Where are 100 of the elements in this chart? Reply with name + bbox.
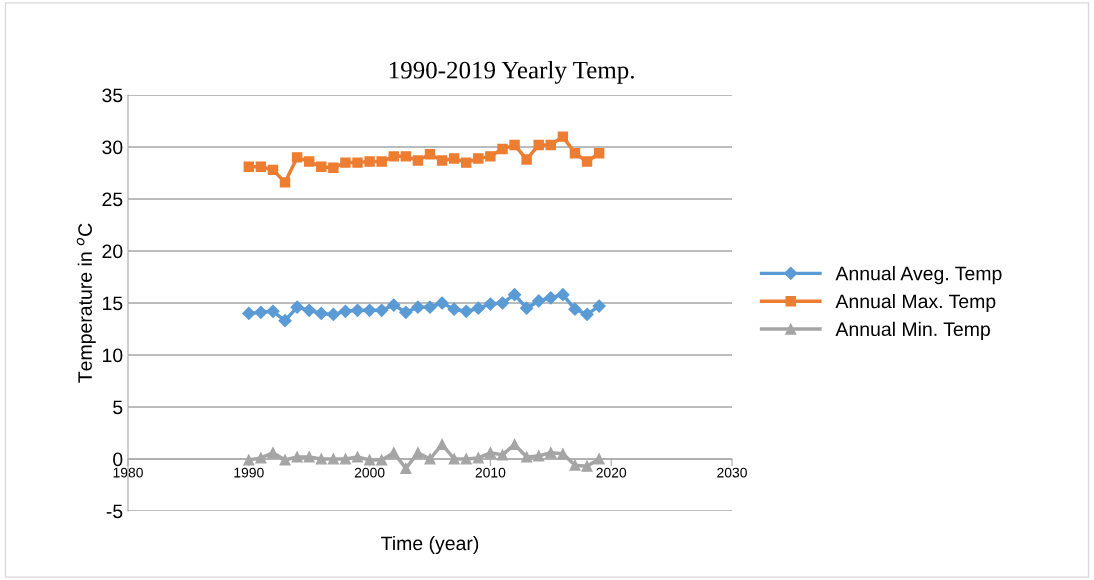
point [448, 453, 460, 465]
point [291, 152, 303, 163]
point [328, 162, 339, 174]
legend-label: Annual Min. Temp [835, 321, 990, 340]
point [544, 291, 558, 305]
point [557, 131, 569, 142]
y-tick-label: 20 [102, 244, 123, 259]
point [484, 447, 496, 459]
point [459, 304, 473, 318]
point [388, 447, 400, 459]
point [376, 454, 388, 466]
point [266, 304, 280, 318]
point [495, 296, 510, 310]
point [435, 296, 449, 310]
point [290, 300, 304, 314]
point [364, 156, 375, 167]
point [339, 453, 351, 465]
point [326, 307, 340, 322]
point [592, 299, 606, 313]
point [461, 157, 472, 168]
point [376, 156, 387, 167]
point [424, 453, 436, 465]
point [424, 149, 436, 160]
y-tick-label: 25 [102, 192, 123, 207]
point [520, 301, 534, 315]
point [363, 303, 377, 317]
point [593, 453, 605, 465]
point [412, 155, 424, 166]
point [278, 314, 292, 328]
point [316, 161, 327, 172]
point [509, 139, 520, 151]
point [483, 297, 497, 311]
y-tick-label: 10 [103, 348, 123, 363]
point [545, 139, 557, 151]
chart-title: 1990-2019 Yearly Temp. [389, 60, 634, 84]
point [447, 302, 461, 316]
point [388, 151, 399, 162]
point [580, 307, 594, 322]
point [472, 452, 484, 464]
point [532, 294, 546, 308]
point [303, 156, 315, 167]
point [581, 156, 593, 167]
point [243, 454, 255, 466]
point [350, 303, 365, 317]
point [496, 449, 509, 461]
point [436, 155, 448, 166]
point [521, 154, 532, 165]
x-axis-title: Time (year) [381, 535, 479, 555]
point [399, 305, 413, 319]
point [303, 451, 315, 463]
point [423, 300, 437, 314]
point [533, 450, 545, 462]
legend-label: Annual Max. Temp [835, 293, 996, 313]
y-tick-label: 30 [102, 140, 123, 155]
point [279, 177, 291, 188]
point [460, 453, 472, 465]
point [255, 452, 267, 464]
point [412, 447, 424, 459]
point [545, 447, 557, 459]
point [485, 151, 496, 162]
x-tick-label: 2010 [475, 467, 506, 478]
point [327, 453, 339, 465]
x-tick-label: 2000 [354, 467, 385, 478]
point [243, 161, 255, 172]
point [593, 148, 605, 159]
point [352, 157, 363, 168]
point [364, 454, 376, 466]
point [471, 301, 485, 315]
point [302, 303, 316, 317]
x-tick-label: 2020 [596, 467, 627, 478]
point [533, 139, 544, 151]
point [267, 447, 279, 459]
point [314, 306, 328, 320]
point [375, 303, 389, 317]
point [242, 306, 256, 320]
point [400, 462, 412, 474]
legend-label: Annual Aveg. Temp [835, 266, 1002, 285]
point [473, 153, 484, 164]
y-tick-label: 15 [103, 296, 123, 311]
y-axis-title: Temperature in $^{o}$C [76, 223, 96, 383]
point [267, 164, 279, 176]
point [448, 153, 460, 164]
point [291, 451, 303, 463]
y-tick-label: 5 [113, 400, 123, 415]
point [254, 305, 268, 319]
x-tick-label: 1990 [234, 467, 264, 478]
point [338, 304, 353, 318]
x-tick-label: 2030 [717, 467, 747, 478]
x-tick-label: 1980 [113, 467, 143, 478]
point [400, 151, 412, 162]
point [569, 459, 581, 471]
point [351, 451, 364, 463]
point [556, 288, 570, 302]
point [581, 460, 593, 472]
point [315, 453, 327, 465]
point [521, 451, 533, 463]
point [340, 157, 351, 168]
point [568, 302, 582, 316]
point [411, 300, 425, 314]
point [497, 143, 508, 155]
